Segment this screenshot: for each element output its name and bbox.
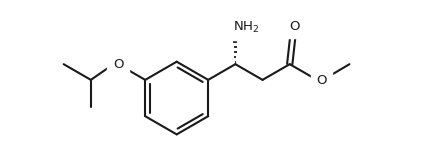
- Text: O: O: [289, 20, 300, 33]
- Text: O: O: [316, 74, 327, 87]
- Text: O: O: [113, 58, 123, 71]
- Text: NH$_2$: NH$_2$: [233, 20, 259, 35]
